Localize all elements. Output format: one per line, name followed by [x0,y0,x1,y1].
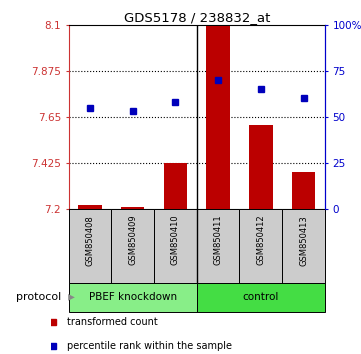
Text: control: control [243,292,279,302]
Bar [121,207,144,209]
Bar [69,209,111,283]
Bar [154,209,197,283]
Text: PBEF knockdown: PBEF knockdown [88,292,177,302]
Text: GSM850409: GSM850409 [128,215,137,266]
Text: GSM850410: GSM850410 [171,215,180,266]
Text: GSM850408: GSM850408 [86,215,95,266]
Bar [282,209,325,283]
Text: GSM850413: GSM850413 [299,215,308,266]
Bar [197,283,325,312]
Text: GSM850412: GSM850412 [256,215,265,266]
Title: GDS5178 / 238832_at: GDS5178 / 238832_at [123,11,270,24]
Bar [197,209,239,283]
Bar [239,209,282,283]
Bar [164,163,187,209]
Bar [292,172,315,209]
Text: percentile rank within the sample: percentile rank within the sample [67,341,232,350]
Bar [78,205,102,209]
Bar [69,283,197,312]
Text: GSM850411: GSM850411 [214,215,223,266]
Bar [111,209,154,283]
Bar [249,125,273,209]
Text: transformed count: transformed count [67,317,158,327]
Bar [206,26,230,209]
Text: protocol: protocol [16,292,61,302]
